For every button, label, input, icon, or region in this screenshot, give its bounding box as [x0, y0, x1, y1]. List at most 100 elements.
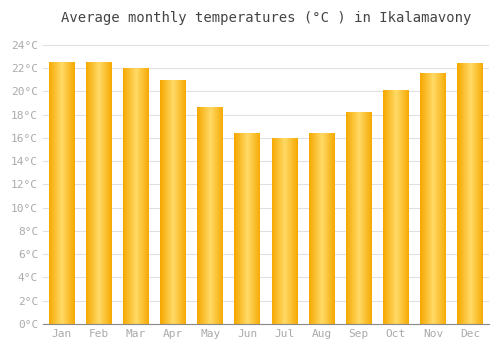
Bar: [147, 68, 148, 324]
Bar: [61, 62, 62, 324]
Bar: [431, 73, 432, 324]
Bar: [95, 62, 96, 324]
Bar: [166, 80, 167, 324]
Bar: [370, 112, 371, 324]
Bar: [175, 80, 176, 324]
Bar: [288, 138, 289, 324]
Bar: [197, 106, 198, 324]
Bar: [67, 62, 68, 324]
Bar: [371, 112, 372, 324]
Bar: [89, 62, 90, 324]
Bar: [167, 80, 168, 324]
Bar: [296, 138, 297, 324]
Bar: [183, 80, 184, 324]
Bar: [142, 68, 143, 324]
Bar: [87, 62, 88, 324]
Bar: [467, 63, 468, 324]
Bar: [478, 63, 479, 324]
Bar: [475, 63, 476, 324]
Bar: [289, 138, 290, 324]
Bar: [398, 90, 399, 324]
Bar: [68, 62, 70, 324]
Bar: [295, 138, 296, 324]
Bar: [356, 112, 357, 324]
Bar: [421, 73, 422, 324]
Bar: [325, 133, 326, 324]
Bar: [253, 133, 254, 324]
Bar: [241, 133, 242, 324]
Bar: [204, 106, 205, 324]
Bar: [240, 133, 241, 324]
Bar: [58, 62, 59, 324]
Bar: [62, 62, 63, 324]
Bar: [318, 133, 319, 324]
Bar: [91, 62, 92, 324]
Bar: [328, 133, 329, 324]
Bar: [108, 62, 109, 324]
Bar: [353, 112, 354, 324]
Bar: [469, 63, 470, 324]
Bar: [350, 112, 351, 324]
Bar: [109, 62, 110, 324]
Bar: [238, 133, 239, 324]
Bar: [480, 63, 482, 324]
Bar: [430, 73, 431, 324]
Bar: [472, 63, 473, 324]
Bar: [357, 112, 358, 324]
Bar: [389, 90, 390, 324]
Bar: [106, 62, 107, 324]
Bar: [254, 133, 255, 324]
Bar: [181, 80, 182, 324]
Bar: [70, 62, 72, 324]
Bar: [205, 106, 206, 324]
Bar: [164, 80, 165, 324]
Bar: [111, 62, 112, 324]
Bar: [408, 90, 409, 324]
Bar: [348, 112, 349, 324]
Bar: [200, 106, 201, 324]
Bar: [143, 68, 144, 324]
Bar: [98, 62, 100, 324]
Bar: [424, 73, 426, 324]
Bar: [473, 63, 474, 324]
Bar: [420, 73, 421, 324]
Bar: [212, 106, 213, 324]
Bar: [170, 80, 171, 324]
Bar: [137, 68, 138, 324]
Bar: [435, 73, 436, 324]
Bar: [53, 62, 54, 324]
Bar: [93, 62, 94, 324]
Bar: [405, 90, 406, 324]
Bar: [139, 68, 140, 324]
Bar: [441, 73, 442, 324]
Bar: [236, 133, 237, 324]
Bar: [146, 68, 147, 324]
Bar: [442, 73, 443, 324]
Bar: [310, 133, 312, 324]
Bar: [458, 63, 460, 324]
Bar: [391, 90, 392, 324]
Bar: [57, 62, 58, 324]
Bar: [361, 112, 362, 324]
Bar: [86, 62, 87, 324]
Bar: [201, 106, 202, 324]
Bar: [55, 62, 56, 324]
Bar: [315, 133, 316, 324]
Bar: [65, 62, 66, 324]
Bar: [368, 112, 369, 324]
Bar: [141, 68, 142, 324]
Bar: [464, 63, 465, 324]
Bar: [479, 63, 480, 324]
Bar: [406, 90, 407, 324]
Bar: [428, 73, 429, 324]
Bar: [290, 138, 291, 324]
Bar: [105, 62, 106, 324]
Bar: [124, 68, 125, 324]
Bar: [177, 80, 178, 324]
Bar: [207, 106, 208, 324]
Bar: [140, 68, 141, 324]
Bar: [54, 62, 55, 324]
Bar: [439, 73, 440, 324]
Bar: [401, 90, 402, 324]
Bar: [330, 133, 331, 324]
